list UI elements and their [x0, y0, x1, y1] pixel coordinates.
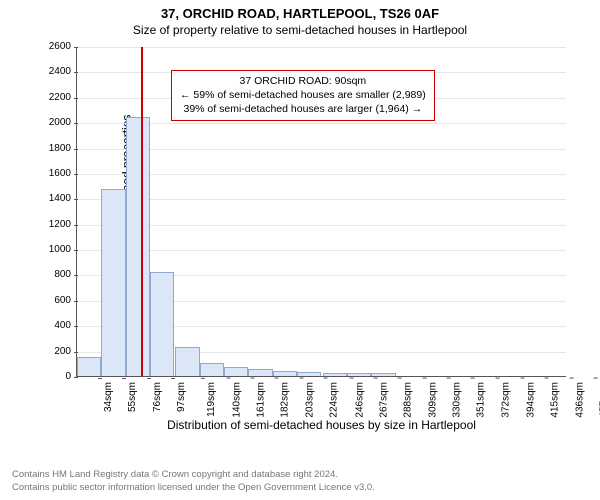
x-tick-label: 76sqm: [153, 382, 163, 412]
histogram-bar: [126, 117, 150, 376]
x-tick-label: 55sqm: [128, 382, 138, 412]
gridline-h: [77, 123, 566, 124]
histogram-bar: [77, 357, 101, 376]
chart-container: Number of semi-detached properties Distr…: [20, 41, 580, 431]
x-tick-label: 394sqm: [527, 382, 537, 418]
gridline-h: [77, 225, 566, 226]
histogram-bar: [175, 347, 199, 376]
histogram-bar: [273, 371, 297, 376]
x-tick-label: 372sqm: [501, 382, 511, 418]
y-tick-label: 2200: [49, 93, 77, 103]
y-tick-label: 2600: [49, 42, 77, 52]
x-tick-label: 288sqm: [404, 382, 414, 418]
x-tick-label: 436sqm: [575, 382, 585, 418]
annotation-line-2: ← 59% of semi-detached houses are smalle…: [180, 88, 426, 102]
x-tick-label: 224sqm: [330, 382, 340, 418]
x-tick-label: 140sqm: [232, 382, 242, 418]
x-tick-label: 119sqm: [207, 382, 217, 417]
gridline-h: [77, 199, 566, 200]
gridline-h: [77, 149, 566, 150]
histogram-bar: [200, 363, 224, 376]
x-tick-label: 330sqm: [452, 382, 462, 418]
x-tick-label: 415sqm: [551, 382, 561, 418]
x-tick-label: 182sqm: [281, 382, 291, 418]
y-tick-label: 600: [54, 296, 77, 306]
reference-line: [141, 47, 143, 376]
y-tick-label: 800: [54, 270, 77, 280]
annotation-line-1: 37 ORCHID ROAD: 90sqm: [180, 74, 426, 88]
y-tick-label: 1200: [49, 220, 77, 230]
gridline-h: [77, 47, 566, 48]
chart-title-sub: Size of property relative to semi-detach…: [0, 21, 600, 41]
y-tick-label: 1800: [49, 144, 77, 154]
y-tick-label: 1400: [49, 194, 77, 204]
x-axis-label: Distribution of semi-detached houses by …: [167, 418, 476, 432]
x-tick-label: 161sqm: [257, 382, 267, 418]
histogram-bar: [297, 372, 321, 376]
y-tick-label: 0: [65, 372, 77, 382]
y-tick-label: 1600: [49, 169, 77, 179]
histogram-bar: [347, 373, 371, 376]
x-tick-label: 267sqm: [379, 382, 389, 418]
x-tick-label: 246sqm: [355, 382, 365, 418]
footer-attribution: Contains HM Land Registry data © Crown c…: [12, 469, 375, 494]
plot-area: Number of semi-detached properties Distr…: [76, 47, 566, 377]
y-tick-label: 1000: [49, 245, 77, 255]
x-tick-label: 34sqm: [104, 382, 114, 412]
gridline-h: [77, 174, 566, 175]
y-tick-label: 2400: [49, 67, 77, 77]
annotation-box: 37 ORCHID ROAD: 90sqm← 59% of semi-detac…: [171, 70, 435, 121]
histogram-bar: [101, 189, 125, 376]
histogram-bar: [248, 369, 272, 376]
chart-title-main: 37, ORCHID ROAD, HARTLEPOOL, TS26 0AF: [0, 0, 600, 21]
x-tick-label: 351sqm: [477, 382, 487, 418]
y-tick-label: 2000: [49, 118, 77, 128]
histogram-bar: [371, 373, 395, 376]
histogram-bar: [224, 367, 248, 376]
annotation-line-3: 39% of semi-detached houses are larger (…: [180, 102, 426, 116]
y-tick-label: 400: [54, 321, 77, 331]
x-tick-label: 97sqm: [177, 382, 187, 412]
footer-line-2: Contains public sector information licen…: [12, 482, 375, 494]
footer-line-1: Contains HM Land Registry data © Crown c…: [12, 469, 375, 481]
x-tick-label: 309sqm: [428, 382, 438, 418]
histogram-bar: [150, 272, 174, 376]
gridline-h: [77, 250, 566, 251]
x-tick-label: 203sqm: [305, 382, 315, 418]
histogram-bar: [323, 373, 347, 376]
y-tick-label: 200: [54, 347, 77, 357]
